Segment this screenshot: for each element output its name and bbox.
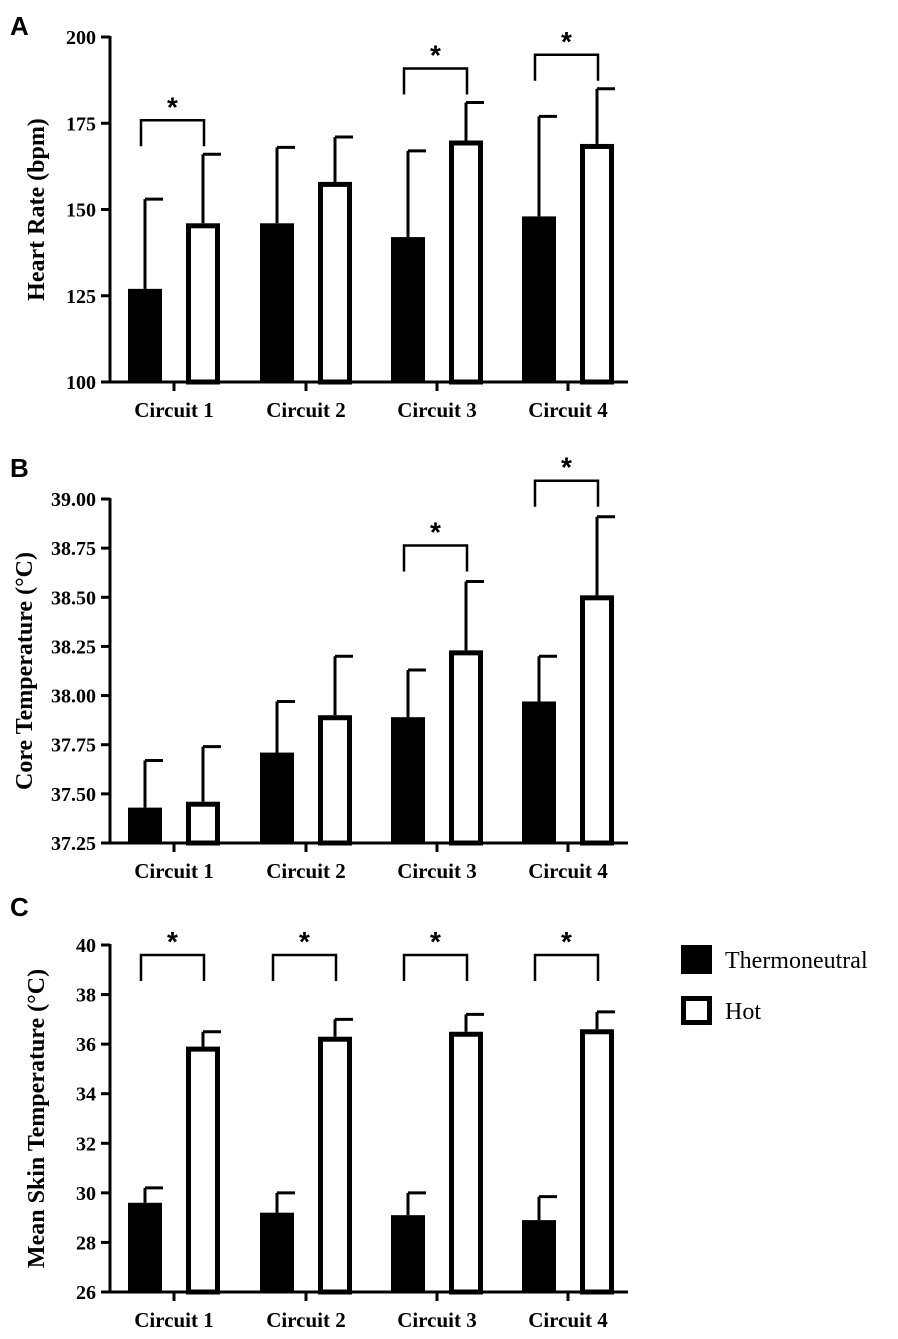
bar-hot-b-3 bbox=[449, 650, 483, 846]
x-tick-label-c-3: Circuit 4 bbox=[528, 1308, 608, 1332]
panel-letter-c: C bbox=[10, 892, 29, 922]
significance-star-c-1: * bbox=[167, 926, 178, 957]
y-tick-label-c-7: 40 bbox=[76, 935, 96, 957]
significance-bracket-a-4 bbox=[533, 53, 600, 81]
x-tick-label-a-0: Circuit 1 bbox=[134, 398, 214, 422]
bar-thermoneutral-b-2 bbox=[260, 752, 294, 843]
bar-hot-b-4 bbox=[580, 595, 614, 846]
y-tick-label-c-2: 30 bbox=[76, 1183, 96, 1205]
x-tick-label-a-3: Circuit 4 bbox=[528, 398, 608, 422]
y-tick-label-c-4: 34 bbox=[76, 1084, 96, 1106]
bar-thermoneutral-b-1 bbox=[128, 807, 162, 843]
bar-thermoneutral-c-2 bbox=[260, 1212, 294, 1292]
bar-thermoneutral-a-2 bbox=[260, 223, 294, 382]
bar-thermoneutral-a-3 bbox=[391, 237, 425, 382]
bar-thermoneutral-c-1 bbox=[128, 1202, 162, 1292]
significance-star-a-1: * bbox=[167, 91, 178, 122]
x-tick-label-b-0: Circuit 1 bbox=[134, 859, 214, 883]
significance-bracket-b-3 bbox=[402, 544, 469, 572]
x-tick-label-a-1: Circuit 2 bbox=[266, 398, 346, 422]
significance-bracket-c-3 bbox=[402, 953, 469, 981]
bar-hot-c-4 bbox=[580, 1029, 614, 1295]
bar-hot-a-2 bbox=[318, 181, 352, 385]
y-tick-label-c-6: 38 bbox=[76, 985, 96, 1007]
significance-star-c-3: * bbox=[430, 926, 441, 957]
significance-star-c-4: * bbox=[561, 926, 572, 957]
panel-letter-b: B bbox=[10, 453, 29, 483]
bar-thermoneutral-a-1 bbox=[128, 288, 162, 382]
bar-hot-b-2 bbox=[318, 715, 352, 846]
x-tick-label-b-3: Circuit 4 bbox=[528, 859, 608, 883]
legend-swatch-hot bbox=[681, 996, 712, 1025]
significance-bracket-c-1 bbox=[139, 953, 206, 981]
legend-label-hot: Hot bbox=[725, 999, 761, 1025]
significance-star-a-4: * bbox=[561, 26, 572, 57]
significance-star-c-2: * bbox=[299, 926, 310, 957]
bar-hot-a-3 bbox=[449, 140, 483, 385]
y-axis-title-b: Core Temperature (°C) bbox=[12, 552, 38, 790]
x-tick-label-c-0: Circuit 1 bbox=[134, 1308, 214, 1332]
y-tick-label-c-5: 36 bbox=[76, 1034, 96, 1056]
bar-hot-c-2 bbox=[318, 1036, 352, 1295]
y-tick-label-a-1: 125 bbox=[66, 286, 96, 308]
bar-hot-a-4 bbox=[580, 143, 614, 385]
y-tick-label-b-2: 37.75 bbox=[51, 735, 96, 757]
y-tick-label-a-4: 200 bbox=[66, 27, 96, 49]
bar-thermoneutral-b-3 bbox=[391, 717, 425, 843]
panel-c: C Mean Skin Temperature (°C) 26 28 30 32 34 36 3… bbox=[10, 892, 628, 1332]
y-tick-label-a-3: 175 bbox=[66, 113, 96, 135]
y-axis-title-c: Mean Skin Temperature (°C) bbox=[24, 969, 50, 1268]
panel-letter-a: A bbox=[10, 11, 29, 41]
legend-swatch-thermoneutral bbox=[681, 945, 712, 974]
bar-hot-c-1 bbox=[186, 1046, 220, 1295]
significance-star-a-3: * bbox=[430, 40, 441, 71]
y-tick-label-c-0: 26 bbox=[76, 1282, 96, 1304]
y-tick-label-a-0: 100 bbox=[66, 372, 96, 394]
bar-hot-a-1 bbox=[186, 223, 220, 385]
significance-bracket-b-4 bbox=[533, 479, 600, 507]
bar-hot-b-1 bbox=[186, 801, 220, 846]
panel-a: A Heart Rate (bpm) 100 125 150 175 200 Circuit … bbox=[10, 11, 628, 422]
bar-thermoneutral-a-4 bbox=[522, 216, 556, 382]
x-tick-label-b-1: Circuit 2 bbox=[266, 859, 346, 883]
x-tick-label-c-2: Circuit 3 bbox=[397, 1308, 477, 1332]
bar-thermoneutral-c-4 bbox=[522, 1220, 556, 1292]
y-tick-label-b-4: 38.25 bbox=[51, 636, 96, 658]
y-tick-label-b-1: 37.50 bbox=[51, 784, 96, 806]
legend: Thermoneutral Hot bbox=[681, 945, 868, 1025]
y-tick-label-c-1: 28 bbox=[76, 1232, 96, 1254]
y-tick-label-b-6: 38.75 bbox=[51, 538, 96, 560]
y-tick-label-a-2: 150 bbox=[66, 200, 96, 222]
significance-bracket-a-3 bbox=[402, 67, 469, 95]
bar-thermoneutral-c-3 bbox=[391, 1215, 425, 1292]
y-tick-label-b-3: 38.00 bbox=[51, 686, 96, 708]
y-tick-label-c-3: 32 bbox=[76, 1133, 96, 1155]
y-tick-label-b-7: 39.00 bbox=[51, 489, 96, 511]
significance-star-b-4: * bbox=[561, 452, 572, 483]
bar-thermoneutral-b-4 bbox=[522, 701, 556, 843]
significance-bracket-c-2 bbox=[271, 953, 338, 981]
x-tick-label-b-2: Circuit 3 bbox=[397, 859, 477, 883]
x-tick-label-a-2: Circuit 3 bbox=[397, 398, 477, 422]
x-tick-label-c-1: Circuit 2 bbox=[266, 1308, 346, 1332]
significance-bracket-a-1 bbox=[139, 119, 206, 147]
legend-label-thermoneutral: Thermoneutral bbox=[725, 948, 868, 974]
significance-star-b-3: * bbox=[430, 517, 441, 548]
y-axis-title-a: Heart Rate (bpm) bbox=[24, 118, 50, 301]
panel-b: B Core Temperature (°C) 37.25 37.50 37.75 38.… bbox=[10, 452, 628, 883]
significance-bracket-c-4 bbox=[533, 953, 600, 981]
bar-hot-c-3 bbox=[449, 1031, 483, 1295]
y-tick-label-b-5: 38.50 bbox=[51, 587, 96, 609]
y-tick-label-b-0: 37.25 bbox=[51, 833, 96, 855]
